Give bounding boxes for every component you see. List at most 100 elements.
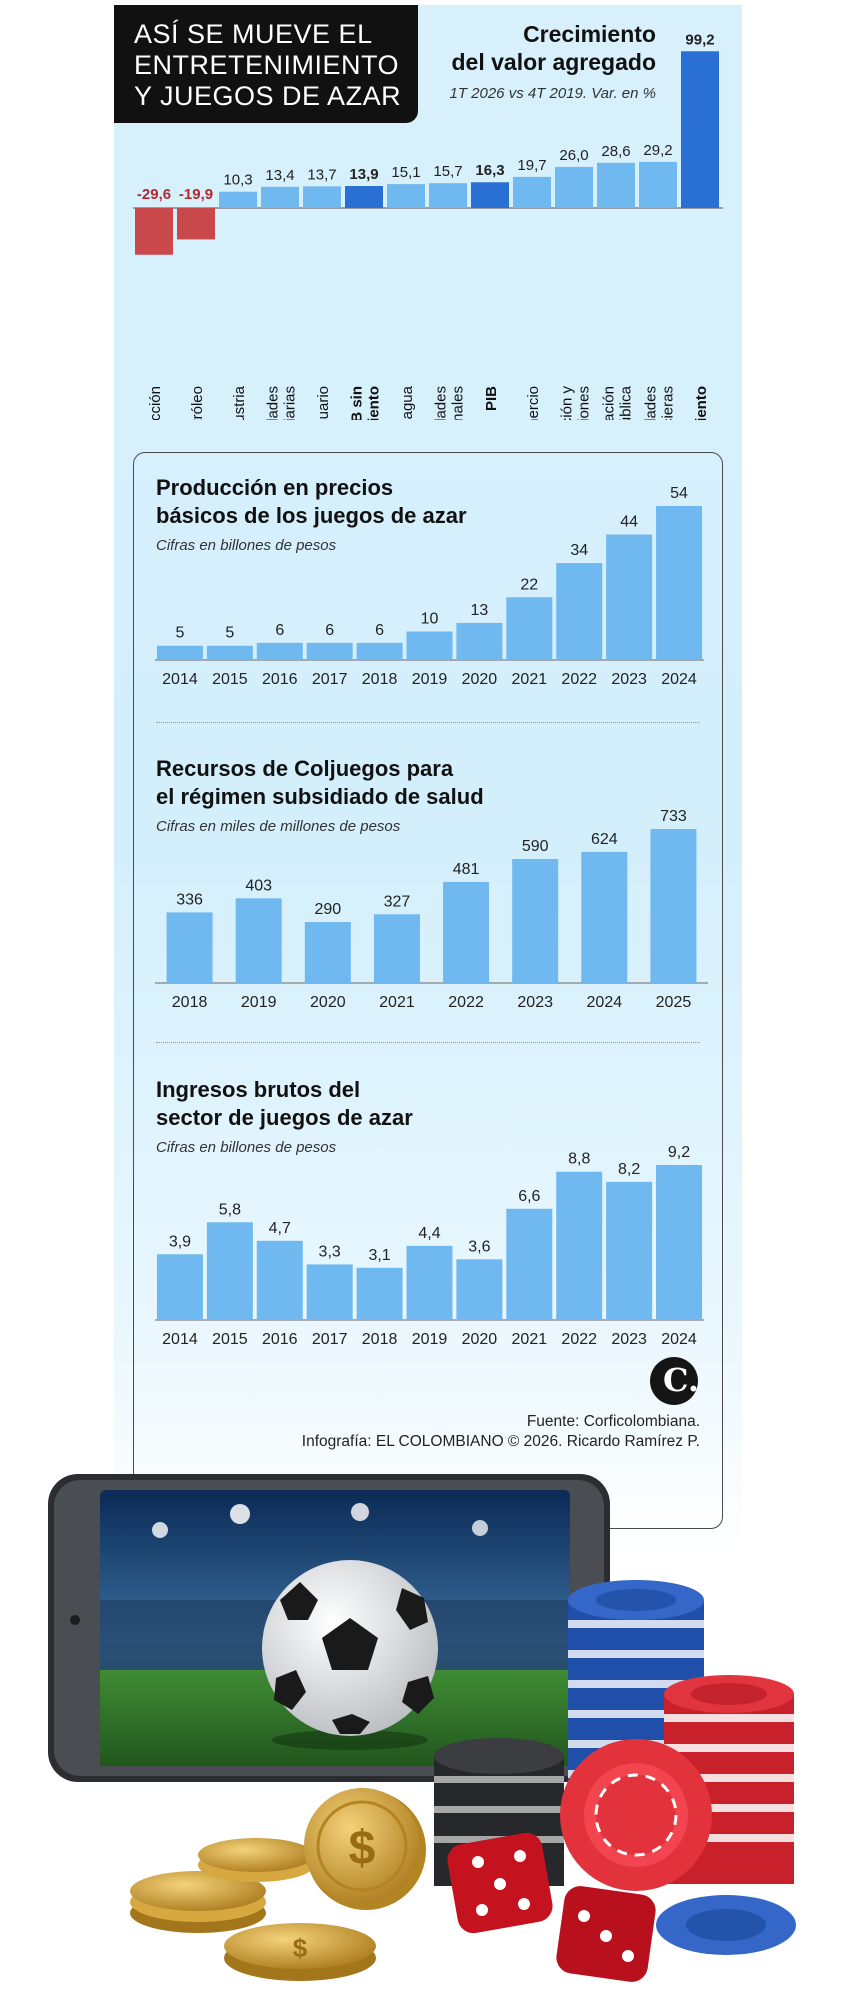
growth-chart-title-line-1: Crecimiento <box>523 21 656 47</box>
growth-chart-subtitle: 1T 2026 vs 4T 2019. Var. en % <box>449 85 656 102</box>
data-label: 290 <box>314 901 341 918</box>
category-label: Energía, gas y agua <box>399 385 416 420</box>
bar <box>261 186 299 208</box>
data-label: 403 <box>245 877 272 894</box>
data-label: 6 <box>275 622 284 639</box>
data-label: -29,6 <box>137 186 171 203</box>
tick-label: 2024 <box>587 994 623 1011</box>
data-label: 29,2 <box>643 142 672 159</box>
data-label: 19,7 <box>517 157 546 174</box>
bar <box>345 186 383 208</box>
production-chart-title-line-1: Producción en precios <box>156 475 394 500</box>
bar <box>512 859 559 983</box>
tick-label: 2020 <box>462 1331 498 1348</box>
data-label: 8,2 <box>618 1161 640 1178</box>
section-divider <box>156 722 700 723</box>
data-label: 4,4 <box>418 1225 440 1242</box>
bar <box>373 914 420 983</box>
growth-chart-title: Crecimiento del valor agregado <box>451 20 656 76</box>
source-note: Fuente: Corficolombiana. <box>526 1413 700 1430</box>
tick-label: 2023 <box>517 994 553 1011</box>
data-label: 3,9 <box>169 1233 191 1250</box>
data-label: 22 <box>520 576 538 593</box>
bar <box>650 829 697 983</box>
bar <box>135 208 173 255</box>
bar <box>156 645 203 660</box>
main-title-line-2: ENTRETENIMIENTO <box>134 50 400 80</box>
bar <box>306 642 353 660</box>
category-label: PIB <box>483 386 500 411</box>
bar <box>656 506 703 660</box>
data-label: 13 <box>471 602 489 619</box>
bar <box>506 597 553 660</box>
data-label: 9,2 <box>668 1144 690 1161</box>
data-label: 5,8 <box>219 1201 241 1218</box>
data-label: 4,7 <box>269 1220 291 1237</box>
coljuegos-chart-title-line-2: el régimen subsidiado de salud <box>156 784 484 809</box>
revenue-chart-subtitle: Cifras en billones de pesos <box>156 1139 337 1156</box>
data-label: 481 <box>453 861 480 878</box>
growth-chart-title-line-2: del valor agregado <box>451 49 656 75</box>
category-label: financieras <box>660 386 677 420</box>
bar <box>429 183 467 208</box>
tick-label: 2019 <box>241 994 277 1011</box>
tick-label: 2014 <box>162 1331 198 1348</box>
tick-label: 2014 <box>162 671 198 688</box>
bar <box>581 851 628 983</box>
tick-label: 2018 <box>172 994 208 1011</box>
tick-label: 2015 <box>212 671 248 688</box>
data-label: 3,6 <box>468 1238 490 1255</box>
production-chart-title-line-2: básicos de los juegos de azar <box>156 503 467 528</box>
dice-icon <box>447 1832 656 1982</box>
tick-label: 2019 <box>412 1331 448 1348</box>
category-label: Construcción <box>147 386 164 420</box>
tick-label: 2020 <box>462 671 498 688</box>
data-label: 54 <box>670 485 688 502</box>
credit-note: Infografía: EL COLOMBIANO © 2026. Ricard… <box>301 1433 700 1450</box>
tick-label: 2020 <box>310 994 346 1011</box>
revenue-chart-title-line-2: sector de juegos de azar <box>156 1105 413 1130</box>
bar <box>606 1181 653 1320</box>
data-label: 6 <box>325 622 334 639</box>
tick-label: 2022 <box>561 671 597 688</box>
bar <box>555 166 593 208</box>
category-label: Actividades <box>265 386 282 420</box>
data-label: 99,2 <box>685 31 714 48</box>
data-label: 44 <box>620 514 638 531</box>
bar <box>443 881 490 983</box>
bar <box>406 631 453 660</box>
data-label: -19,9 <box>179 186 213 203</box>
category-label: inmobiliarias <box>282 386 299 420</box>
category-label: Comercio <box>525 386 542 420</box>
tick-label: 2021 <box>512 671 548 688</box>
bar <box>256 1240 303 1320</box>
data-label: 590 <box>522 838 549 855</box>
bar <box>356 1267 403 1320</box>
main-title: ASÍ SE MUEVE EL ENTRETENIMIENTO Y JUEGOS… <box>114 5 418 123</box>
bar <box>656 1165 703 1320</box>
data-label: 3,1 <box>368 1247 390 1264</box>
soccer-ball-icon <box>262 1560 438 1750</box>
data-label: 26,0 <box>559 147 588 164</box>
tick-label: 2021 <box>512 1331 548 1348</box>
coljuegos-chart-title-line-1: Recursos de Coljuegos para <box>156 756 454 781</box>
bar <box>513 176 551 208</box>
production-chart-title: Producción en precios básicos de los jue… <box>156 474 467 530</box>
bar <box>387 184 425 208</box>
section-divider <box>156 1042 700 1043</box>
tick-label: 2022 <box>561 1331 597 1348</box>
tick-label: 2019 <box>412 671 448 688</box>
data-label: 16,3 <box>475 162 504 179</box>
tick-label: 2015 <box>212 1331 248 1348</box>
bar <box>639 161 677 208</box>
revenue-chart-title: Ingresos brutos del sector de juegos de … <box>156 1076 413 1132</box>
data-label: 624 <box>591 831 618 848</box>
production-chart-subtitle: Cifras en billones de pesos <box>156 537 337 554</box>
tick-label: 2016 <box>262 1331 298 1348</box>
bar <box>303 186 341 208</box>
gaming-illustration: $ $ <box>48 1474 796 1982</box>
category-label: comunicaciones <box>576 386 593 420</box>
data-label: 15,1 <box>391 164 420 181</box>
category-label: Administración <box>601 386 618 420</box>
category-label: Minas y petróleo <box>189 386 206 420</box>
